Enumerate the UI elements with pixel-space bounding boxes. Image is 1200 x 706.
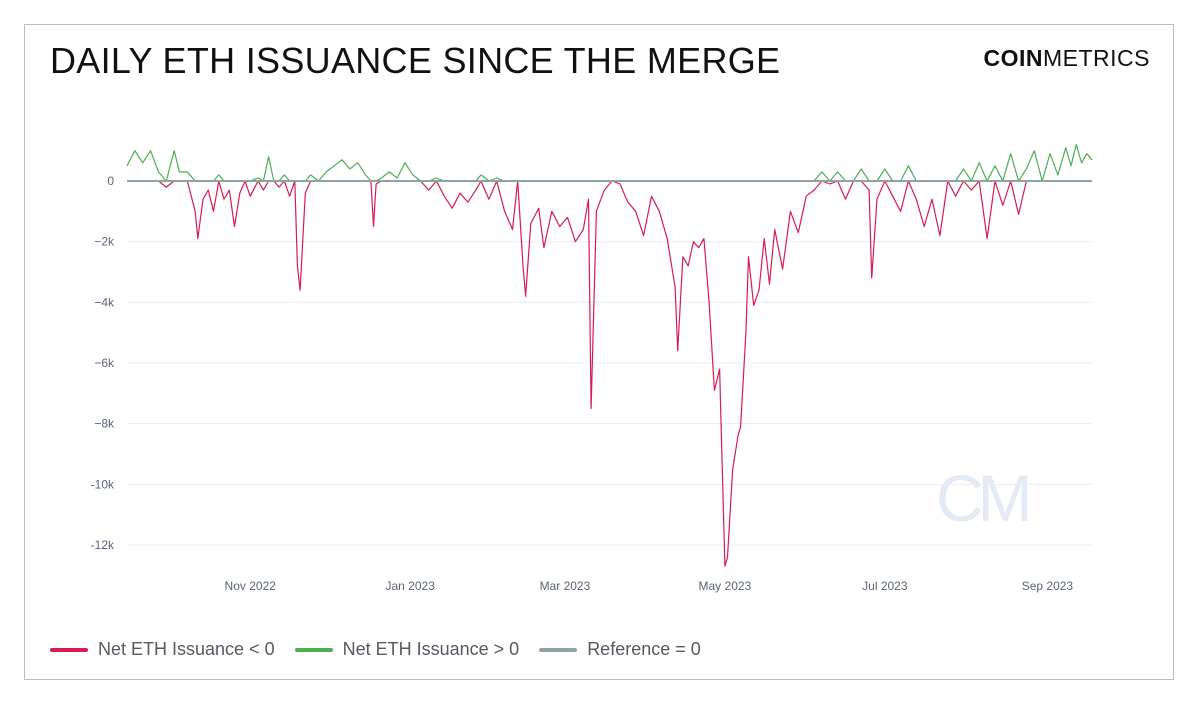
legend-label-reference: Reference = 0 [587,639,701,659]
legend-label-positive: Net ETH Issuance > 0 [342,639,520,659]
x-tick-label: Nov 2022 [225,579,277,593]
x-tick-label: Mar 2023 [540,579,591,593]
x-axis-ticks: Nov 2022 Jan 2023 Mar 2023 May 2023 Jul 2023… [225,579,1074,593]
legend-item-negative[interactable]: Net ETH Issuance < 0 [50,639,275,660]
chart-frame [24,24,1174,680]
grid-lines [127,241,1092,546]
series-positive-line [126,144,1093,182]
y-tick-label: -10k [91,477,115,491]
brand-logo-light: METRICS [1043,45,1150,71]
x-tick-label: Jul 2023 [862,579,908,593]
brand-logo: COINMETRICS [984,45,1151,72]
y-axis-ticks: 0 −2k −4k −6k −8k -10k -12k [91,174,115,552]
brand-logo-bold: COIN [983,45,1043,71]
series-lines [126,144,1093,567]
y-tick-label: 0 [107,174,114,188]
y-tick-label: −8k [94,417,115,431]
x-tick-label: May 2023 [699,579,752,593]
series-negative-line [127,180,1092,567]
y-tick-label: −6k [94,356,115,370]
watermark-logo: CM [936,461,1033,535]
legend-swatch-positive [294,647,333,652]
legend-swatch-negative [50,647,88,652]
legend-swatch-reference [539,647,578,652]
legend-item-reference[interactable]: Reference = 0 [539,639,701,660]
legend-label-negative: Net ETH Issuance < 0 [98,639,275,659]
y-tick-label: -12k [91,538,115,552]
y-tick-label: −2k [94,235,115,249]
chart-title: DAILY ETH ISSUANCE SINCE THE MERGE [50,40,781,81]
chart-legend: Net ETH Issuance < 0 Net ETH Issuance > … [50,639,721,660]
x-tick-label: Jan 2023 [386,579,436,593]
legend-item-positive[interactable]: Net ETH Issuance > 0 [294,639,520,660]
x-tick-label: Sep 2023 [1022,579,1074,593]
y-tick-label: −4k [94,295,115,309]
